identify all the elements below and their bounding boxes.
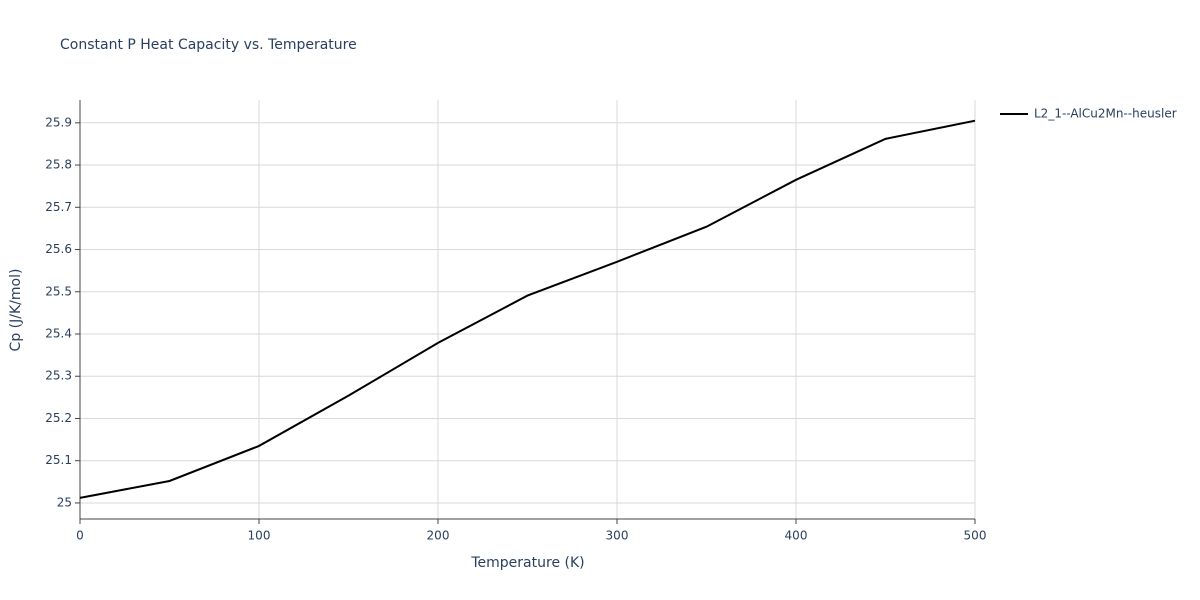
y-tick-label: 25.7 [45, 200, 72, 214]
y-tick-label: 25.8 [45, 158, 72, 172]
x-axis-title: Temperature (K) [470, 555, 584, 571]
x-tick-label: 0 [76, 529, 84, 543]
y-tick-label: 25 [57, 495, 72, 509]
x-tick-label: 100 [248, 529, 271, 543]
y-tick-label: 25.1 [45, 453, 72, 467]
x-tick-label: 200 [427, 529, 450, 543]
data-line [79, 119, 976, 499]
x-tick-label: 300 [606, 529, 629, 543]
y-tick-label: 25.5 [45, 284, 72, 298]
chart-title: Constant P Heat Capacity vs. Temperature [60, 37, 357, 53]
y-tick-label: 25.2 [45, 411, 72, 425]
y-tick-label: 25.3 [45, 369, 72, 383]
y-tick-label: 25.6 [45, 242, 72, 256]
y-tick-label: 25.9 [45, 115, 72, 129]
legend-label: L2_1--AlCu2Mn--heusler [1034, 107, 1177, 121]
y-tick-label: 25.4 [45, 326, 72, 340]
y-axis-title: Cp (J/K/mol) [8, 269, 24, 352]
x-tick-label: 400 [785, 529, 808, 543]
x-tick-label: 500 [964, 529, 987, 543]
